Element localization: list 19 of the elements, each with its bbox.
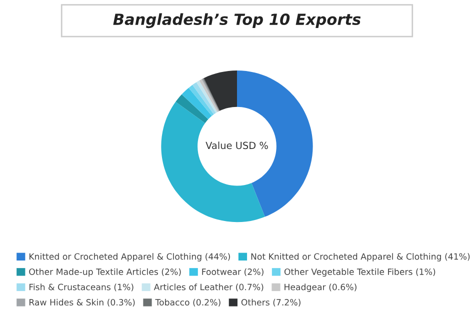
legend-label: Other Vegetable Textile Fibers (1%): [284, 268, 436, 277]
donut-slice: [182, 88, 212, 120]
legend-label: Tobacco (0.2%): [155, 298, 220, 307]
legend-label: Raw Hides & Skin (0.3%): [29, 298, 135, 307]
legend-label: Other Made-up Textile Articles (2%): [29, 268, 181, 277]
donut-slice: [204, 70, 237, 111]
legend-label: Fish & Crustaceans (1%): [29, 284, 134, 292]
text: Value USD %: [206, 142, 268, 150]
legend-label: Knitted or Crocheted Apparel & Clothing (44%): [29, 253, 230, 262]
legend-label: Not Knitted or Crocheted Apparel & Clothing (41%): [251, 253, 470, 262]
donut-slice: [188, 84, 214, 116]
donut-slice: [192, 82, 216, 114]
legend-label: Footwear (2%): [202, 268, 264, 276]
legend-label: Headgear (0.6%): [284, 284, 356, 292]
legend-label: Others (7.2%): [241, 298, 300, 307]
donut-slice: [237, 70, 313, 217]
donut-slice: [176, 94, 208, 124]
chart-title: Bangladesh’s Top 10 Exports: [113, 13, 361, 28]
legend-label: Articles of Leather (0.7%): [154, 284, 264, 292]
